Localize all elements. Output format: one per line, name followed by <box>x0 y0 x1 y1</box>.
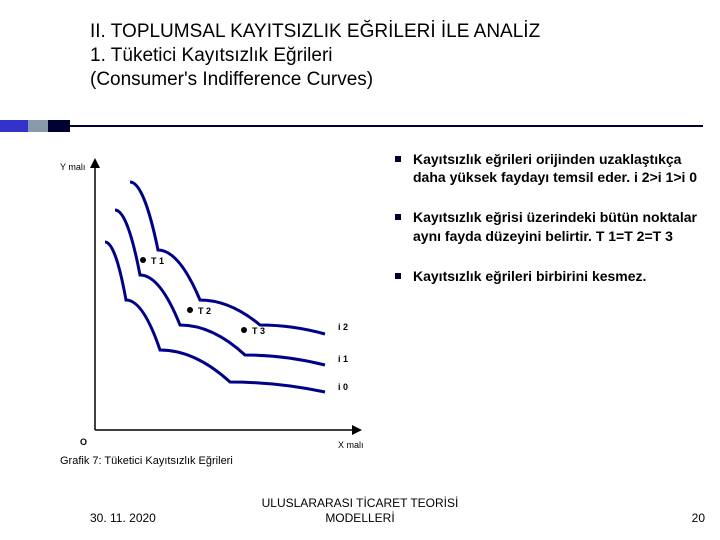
title-line-1: II. TOPLUMSAL KAYITSIZLIK EĞRİLERİ İLE A… <box>90 20 670 44</box>
bullet-item: Kayıtsızlık eğrisi üzerindeki bütün nokt… <box>395 208 705 244</box>
title-line-3: (Consumer's Indifference Curves) <box>90 68 670 92</box>
footer-page-number: 20 <box>692 511 705 525</box>
y-axis-label: Y malı <box>60 162 85 172</box>
bullet-square-icon <box>395 214 401 220</box>
slide: II. TOPLUMSAL KAYITSIZLIK EĞRİLERİ İLE A… <box>0 0 720 540</box>
curve-label-i1: i 1 <box>338 354 348 364</box>
svg-text:T 3: T 3 <box>252 326 265 336</box>
point-t1: T 1 <box>140 256 164 266</box>
curve-i0: i 0 <box>105 242 348 392</box>
curve-label-i0: i 0 <box>338 382 348 392</box>
curve-path-i1 <box>115 210 325 365</box>
indifference-chart: Y malı X malı O i 0 i 1 i 2 T 1 <box>60 150 380 450</box>
footer-center: ULUSLARARASI TİCARET TEORİSİ MODELLERİ <box>0 496 720 525</box>
chart-caption: Grafik 7: Tüketici Kayıtsızlık Eğrileri <box>60 455 233 467</box>
title-accent-bar <box>0 120 70 132</box>
title-underline <box>63 125 703 127</box>
origin-label: O <box>80 437 87 447</box>
bullet-text: Kayıtsızlık eğrileri orijinden uzaklaştı… <box>413 151 697 185</box>
curve-i1: i 1 <box>115 210 348 365</box>
point-t2: T 2 <box>187 306 211 316</box>
y-axis-arrow <box>90 158 100 168</box>
bullet-square-icon <box>395 156 401 162</box>
bullet-list: Kayıtsızlık eğrileri orijinden uzaklaştı… <box>395 150 705 299</box>
bullet-item: Kayıtsızlık eğrileri orijinden uzaklaştı… <box>395 150 705 186</box>
x-axis-arrow <box>352 425 362 435</box>
svg-text:T 1: T 1 <box>151 256 164 266</box>
svg-text:T 2: T 2 <box>198 306 211 316</box>
curve-label-i2: i 2 <box>338 322 348 332</box>
bullet-text: Kayıtsızlık eğrisi üzerindeki bütün nokt… <box>413 209 697 243</box>
bullet-text: Kayıtsızlık eğrileri birbirini kesmez. <box>413 268 646 284</box>
point-t3: T 3 <box>241 326 265 336</box>
bullet-square-icon <box>395 273 401 279</box>
slide-title: II. TOPLUMSAL KAYITSIZLIK EĞRİLERİ İLE A… <box>90 20 670 91</box>
title-line-2: 1. Tüketici Kayıtsızlık Eğrileri <box>90 44 670 68</box>
x-axis-label: X malı <box>338 440 364 450</box>
bullet-item: Kayıtsızlık eğrileri birbirini kesmez. <box>395 267 705 285</box>
